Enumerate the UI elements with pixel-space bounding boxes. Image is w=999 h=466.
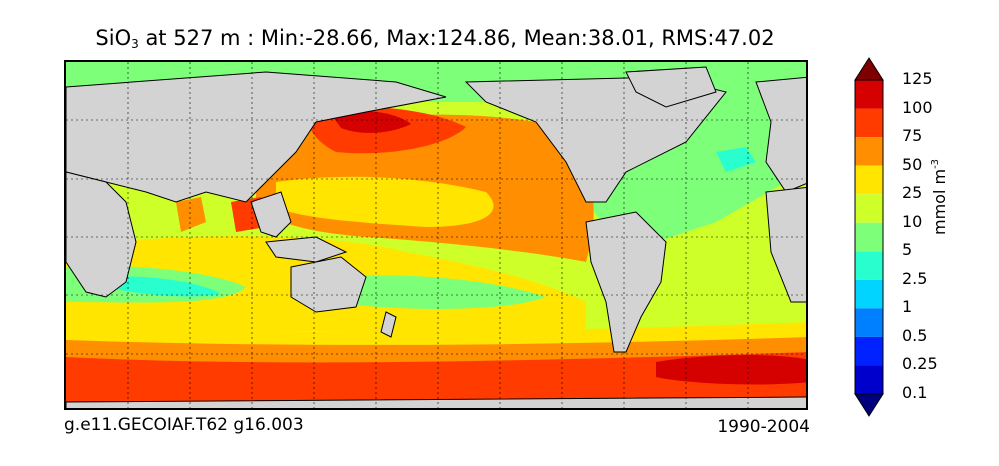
southeast-asia <box>250 191 292 238</box>
south-indian-cyan <box>106 276 221 297</box>
australia <box>290 256 367 313</box>
graticule <box>66 62 806 408</box>
map-title: SiO3 at 527 m : Min:-28.66, Max:124.86, … <box>95 26 775 51</box>
atlantic-cyan-patch <box>716 147 756 172</box>
case-name-label: g.e11.GECOIAF.T62 g16.003 <box>64 415 304 435</box>
colorbar-tick-label: 2.5 <box>902 268 928 288</box>
year-range-label: 1990-2004 <box>717 417 810 437</box>
greenland <box>625 66 717 108</box>
colorbar-bin <box>855 80 883 109</box>
maritime-continent <box>265 236 348 263</box>
south-pacific-green <box>321 275 546 309</box>
africa <box>66 171 137 298</box>
colorbar-extend-max <box>854 57 884 81</box>
africa-east-edge <box>765 186 806 303</box>
colorbar-tick-label: 75 <box>902 126 923 146</box>
map-svg <box>66 62 806 408</box>
map-panel <box>64 60 808 410</box>
weddell-deep-red <box>656 355 806 385</box>
colorbar-bin <box>855 336 883 366</box>
colorbar <box>854 57 884 417</box>
colorbar-bin <box>855 365 883 394</box>
colorbar-extend-min <box>854 393 884 417</box>
colorbar-tick-label: 0.1 <box>902 383 928 402</box>
southern-ocean-red <box>66 352 806 408</box>
land-masses <box>66 66 806 408</box>
colorbar-tick-label: 125 <box>902 69 933 88</box>
colorbar-tick-label: 1 <box>902 297 913 317</box>
bering-deep-red <box>331 110 411 133</box>
eurasia <box>66 71 447 203</box>
colorbar-tick-label: 100 <box>902 97 933 117</box>
south-america <box>585 211 667 353</box>
colorbar-bin <box>855 108 883 138</box>
arabian-sea-orange <box>176 197 206 232</box>
colorbar-tick-label: 50 <box>902 154 923 174</box>
colorbar-tick-label: 5 <box>902 240 913 260</box>
colorbar-tick-label: 10 <box>902 211 923 231</box>
colorbar-bin <box>855 194 883 223</box>
north-pacific-yellow-tongue <box>276 176 494 227</box>
colorbar-bin <box>855 279 883 309</box>
colorbar-unit-label: mmol m-3 <box>930 158 949 235</box>
colorbar-tick-label: 0.5 <box>902 325 928 345</box>
colorbar-tick-label: 0.25 <box>902 354 938 374</box>
colorbar-bin <box>855 165 883 195</box>
colorbar-bin <box>855 222 883 252</box>
colorbar-bin <box>855 308 883 337</box>
colorbar-bin <box>855 137 883 166</box>
colorbar-bin <box>855 251 883 280</box>
new-zealand <box>380 311 397 338</box>
colorbar-tick-label: 25 <box>902 183 923 203</box>
